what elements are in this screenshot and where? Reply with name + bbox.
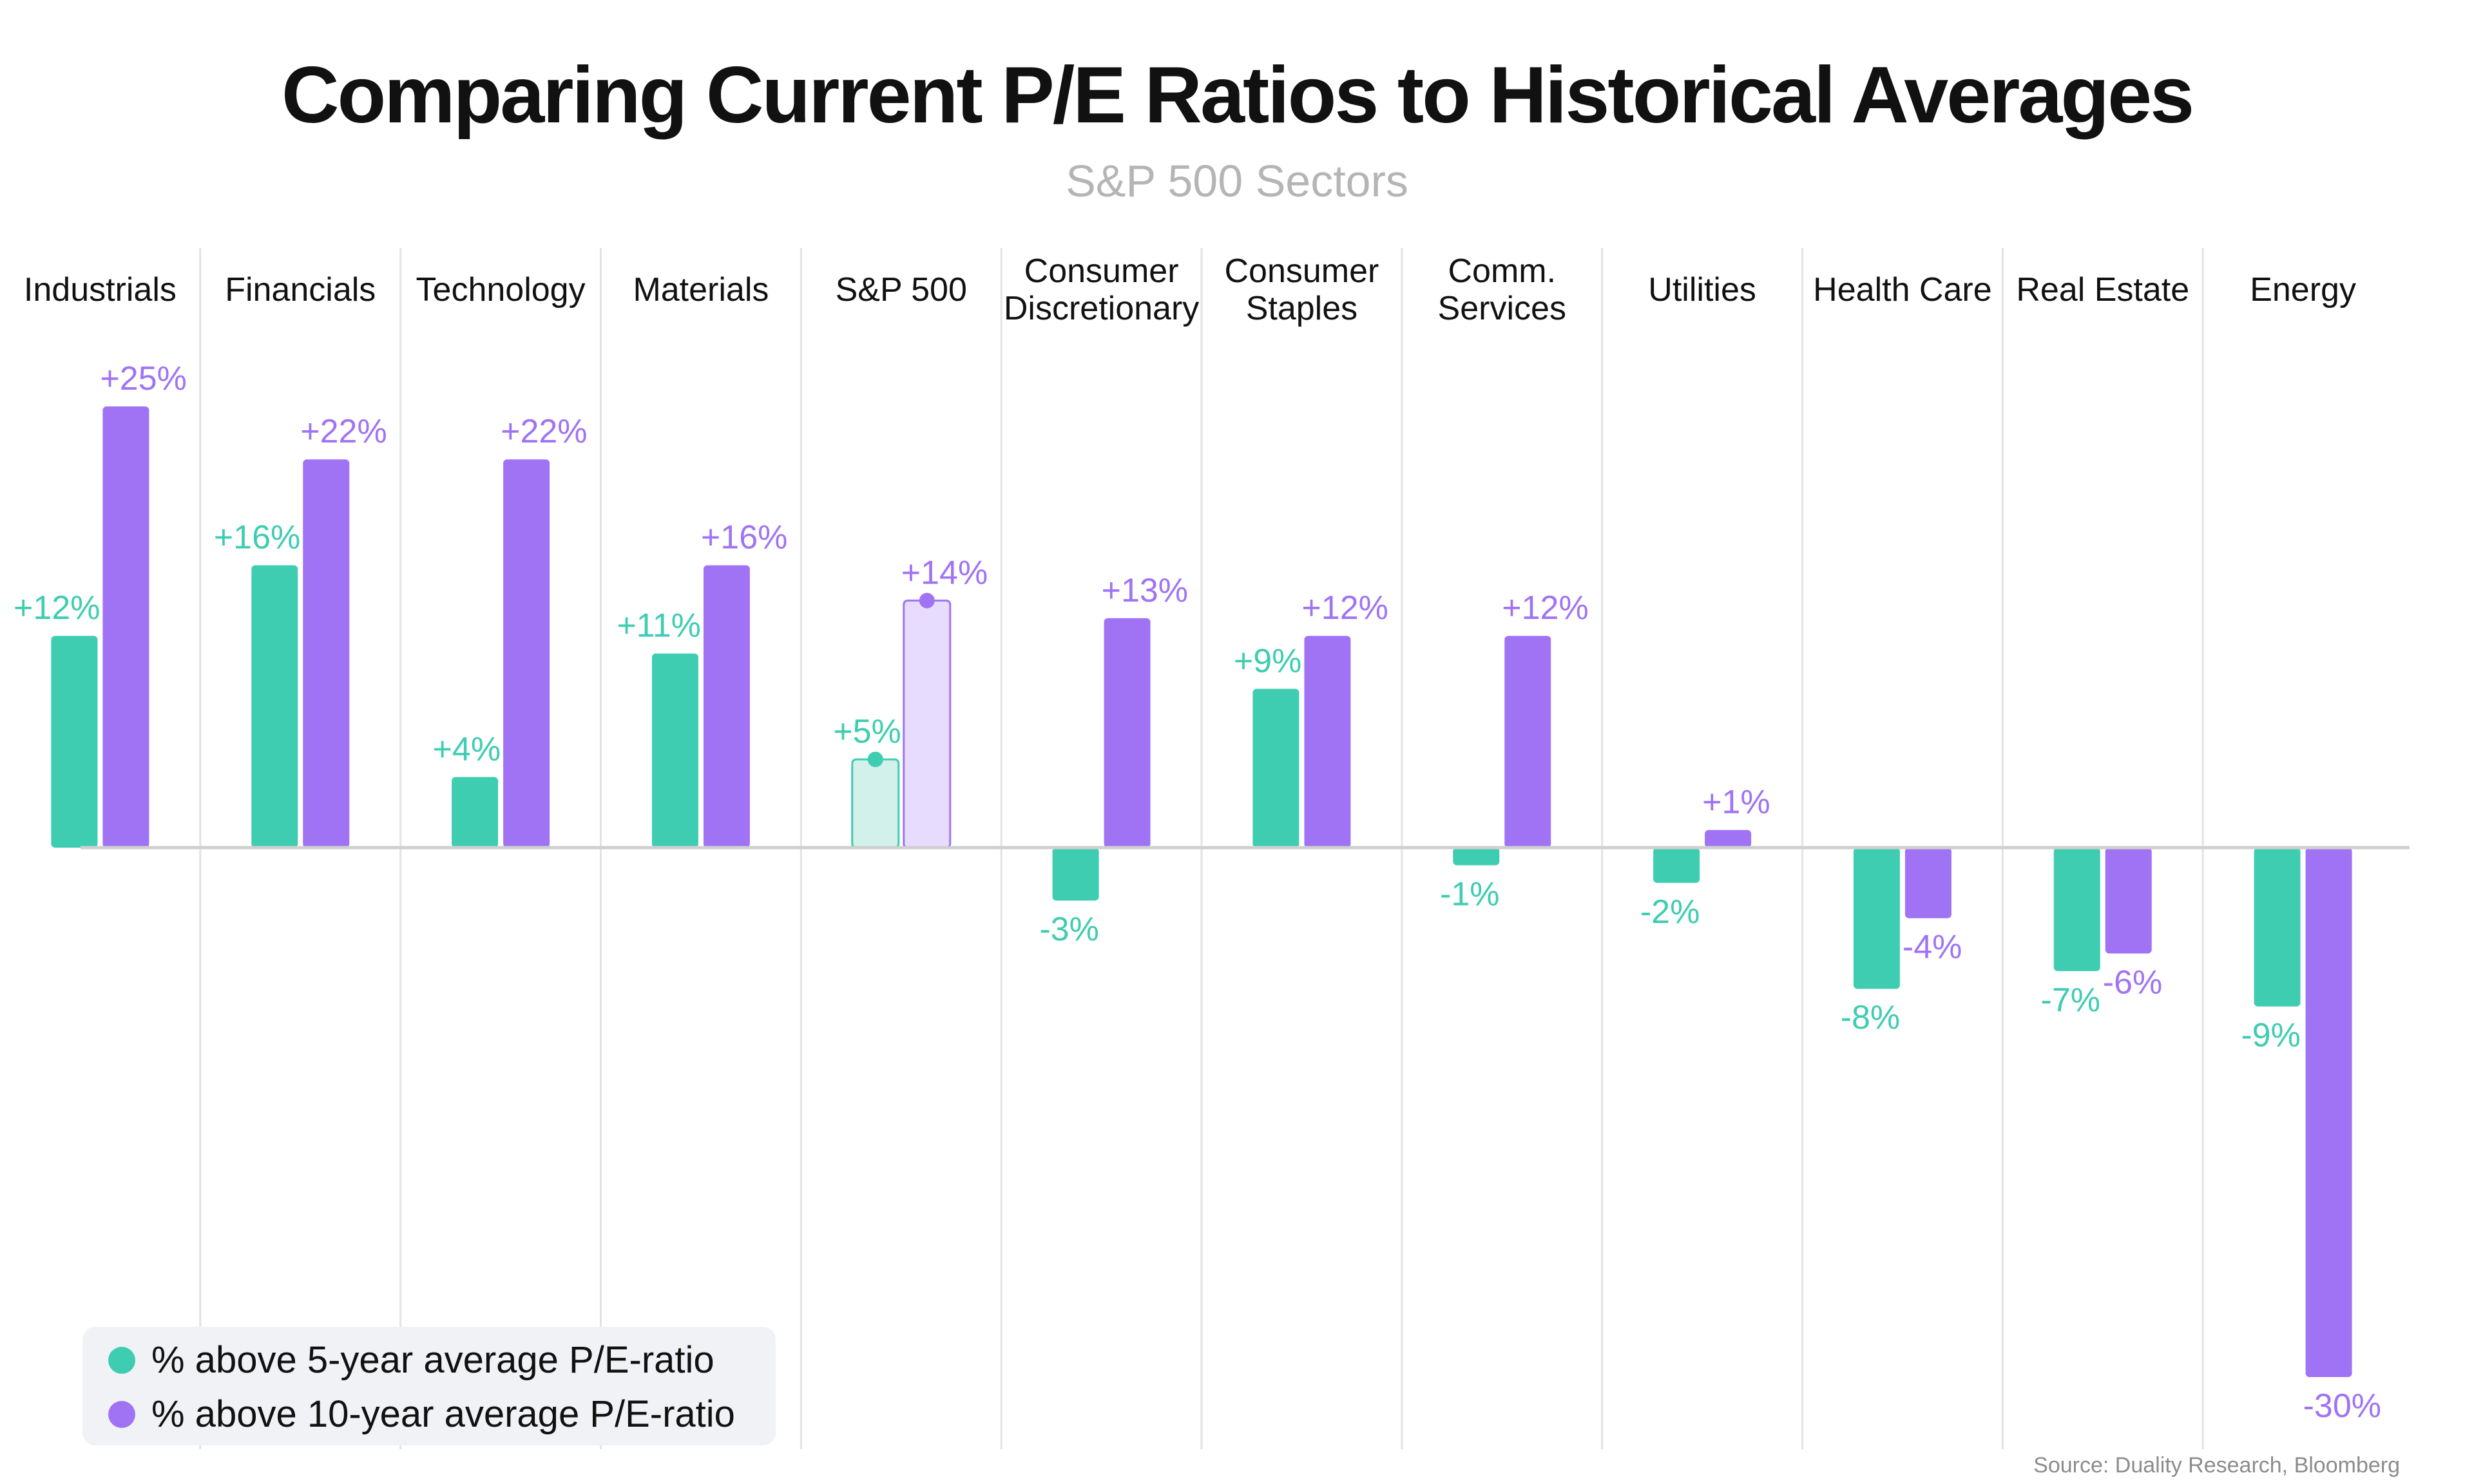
- bar-five-year: [452, 777, 499, 848]
- bar-ten-year: [2105, 848, 2152, 954]
- data-label-ten-year: +1%: [1702, 784, 1770, 821]
- category-label: Energy: [2250, 271, 2356, 309]
- bar-ten-year: [503, 459, 550, 848]
- legend-label-ten-year: % above 10-year average P/E-ratio: [151, 1393, 735, 1435]
- data-label-five-year: +11%: [617, 607, 701, 645]
- legend-box: [82, 1327, 776, 1445]
- bar-ten-year: [903, 599, 952, 849]
- data-label-five-year: +16%: [214, 519, 300, 556]
- category-label-line: Consumer: [1224, 252, 1379, 290]
- category-label: Real Estate: [2016, 271, 2189, 309]
- bar-ten-year: [1504, 636, 1551, 848]
- data-label-five-year: -7%: [2041, 982, 2100, 1019]
- source-note: Source: Duality Research, Bloomberg: [2033, 1453, 2400, 1478]
- data-label-ten-year: -30%: [2303, 1387, 2381, 1425]
- legend-marker-ten-year: [108, 1401, 135, 1428]
- data-label-five-year: +9%: [1234, 642, 1302, 680]
- data-label-ten-year: +12%: [1301, 589, 1388, 627]
- highlight-marker: [919, 593, 935, 609]
- bar-five-year: [851, 758, 900, 849]
- category-label-line: Staples: [1246, 290, 1357, 327]
- highlight-marker: [867, 752, 883, 767]
- data-label-five-year: +12%: [14, 589, 100, 627]
- bar-five-year: [1052, 848, 1099, 901]
- bar-five-year: [2254, 848, 2301, 1007]
- category-label: Industrials: [24, 271, 177, 309]
- category-label: S&P 500: [836, 271, 967, 309]
- category-label: Consumer Discretionary: [1004, 252, 1199, 327]
- bar-five-year: [251, 565, 298, 848]
- category-label-line: Consumer: [1024, 252, 1179, 290]
- chart-subtitle: S&P 500 Sectors: [1066, 156, 1408, 206]
- data-label-ten-year: +22%: [300, 413, 387, 450]
- bar-ten-year: [102, 406, 149, 848]
- bar-ten-year: [1904, 848, 1951, 918]
- data-label-ten-year: -4%: [1903, 929, 1962, 966]
- category-label: Consumer Staples: [1224, 252, 1379, 327]
- category-label: Materials: [633, 271, 769, 309]
- bar-five-year: [1653, 848, 1700, 883]
- data-label-five-year: +4%: [433, 730, 501, 768]
- bar-five-year: [51, 636, 98, 848]
- legend-marker-five-year: [108, 1347, 135, 1374]
- category-label-line: Comm.: [1448, 252, 1556, 290]
- bar-ten-year: [1304, 636, 1351, 848]
- bar-ten-year: [1705, 830, 1752, 848]
- data-label-five-year: -2%: [1640, 893, 1700, 931]
- data-label-ten-year: +13%: [1102, 572, 1188, 609]
- data-label-five-year: -1%: [1440, 875, 1499, 913]
- category-label: Financials: [225, 271, 376, 309]
- bar-five-year: [2053, 848, 2100, 971]
- bar-ten-year: [2305, 848, 2352, 1377]
- bar-five-year: [1453, 848, 1500, 866]
- category-label: Comm. Services: [1438, 252, 1566, 327]
- value-labels: +12% +16% +4% +11% +5% -3% +9% -1% -2% -8% -7% -9% +…: [14, 360, 2381, 1425]
- data-label-five-year: -8%: [1841, 999, 1900, 1036]
- bar-five-year: [651, 653, 698, 848]
- category-label: Health Care: [1813, 271, 1991, 309]
- data-label-ten-year: +14%: [901, 554, 988, 591]
- data-label-five-year: +5%: [833, 713, 901, 750]
- bar-ten-year: [703, 565, 750, 848]
- data-label-ten-year: +12%: [1502, 589, 1588, 627]
- category-label: Technology: [416, 271, 586, 309]
- category-label: Utilities: [1648, 271, 1756, 309]
- bar-five-year: [1252, 689, 1299, 848]
- data-label-ten-year: -6%: [2103, 964, 2162, 1001]
- legend: % above 5-year average P/E-ratio % above…: [82, 1327, 776, 1445]
- data-label-ten-year: +22%: [501, 413, 587, 450]
- bar-ten-year: [1104, 618, 1151, 848]
- category-label-line: Discretionary: [1004, 290, 1199, 327]
- data-label-five-year: -9%: [2241, 1017, 2300, 1054]
- data-label-five-year: -3%: [1039, 911, 1098, 948]
- data-label-ten-year: +25%: [100, 360, 186, 397]
- chart-title: Comparing Current P/E Ratios to Historic…: [282, 51, 2192, 140]
- bar-five-year: [1853, 848, 1900, 989]
- legend-label-five-year: % above 5-year average P/E-ratio: [151, 1339, 714, 1381]
- bars: [51, 406, 2352, 1377]
- category-label-line: Services: [1438, 290, 1566, 327]
- data-label-ten-year: +16%: [701, 519, 787, 556]
- bar-ten-year: [303, 459, 350, 848]
- category-labels: Industrials Financials Technology Materials…: [24, 252, 2356, 327]
